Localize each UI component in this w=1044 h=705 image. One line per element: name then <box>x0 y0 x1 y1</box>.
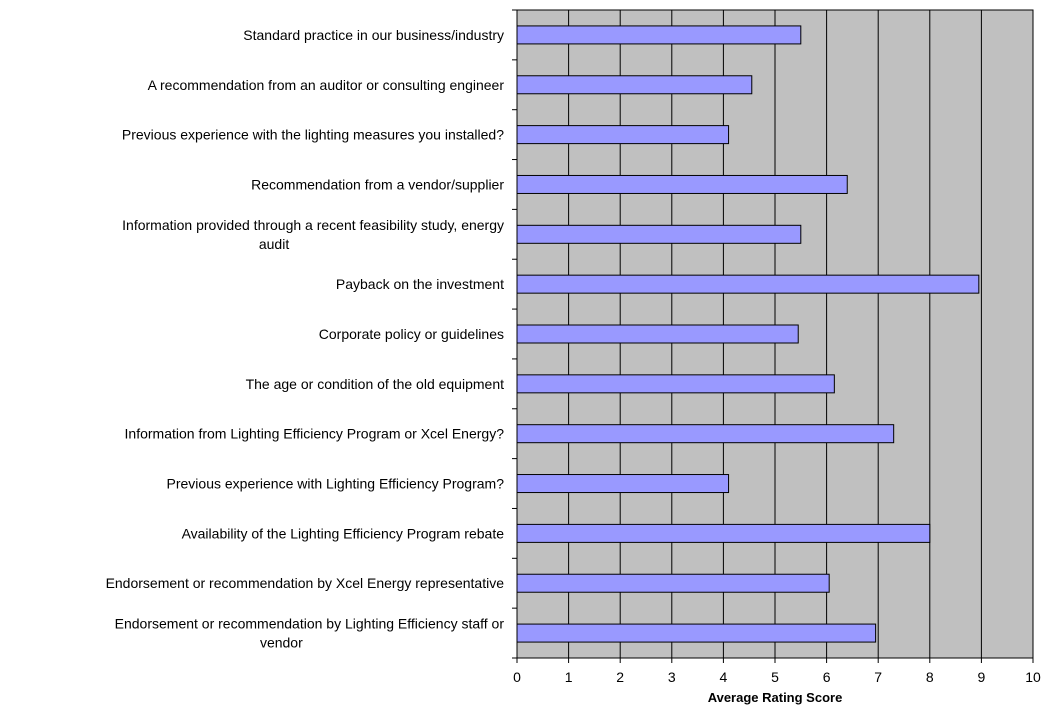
x-tick-label: 9 <box>978 669 986 685</box>
bars <box>516 25 980 643</box>
bar <box>516 523 931 543</box>
bar <box>516 174 848 194</box>
bar <box>516 474 730 494</box>
category-label: Standard practice in our business/indust… <box>243 27 504 43</box>
bar <box>516 75 753 95</box>
x-tick-label: 2 <box>616 669 624 685</box>
x-tick-label: 8 <box>926 669 934 685</box>
category-label: Previous experience with Lighting Effici… <box>167 476 505 492</box>
x-tick-label: 4 <box>720 669 728 685</box>
category-label: Previous experience with the lighting me… <box>122 127 504 143</box>
bar <box>516 274 980 294</box>
x-tick-label: 1 <box>565 669 573 685</box>
category-label: Information provided through a recent fe… <box>122 217 504 233</box>
gridlines <box>568 10 982 658</box>
x-tick-label: 10 <box>1025 669 1041 685</box>
x-tick-label: 3 <box>668 669 676 685</box>
category-label: audit <box>259 236 289 252</box>
x-tick-labels: 0 1 2 3 4 5 6 7 8 9 10 <box>513 669 1041 685</box>
category-label: vendor <box>260 635 303 651</box>
x-axis-title: Average Rating Score <box>708 690 843 705</box>
axes <box>512 9 1034 663</box>
x-tick-label: 0 <box>513 669 521 685</box>
category-label: Endorsement or recommendation by Xcel En… <box>106 575 505 591</box>
category-label: The age or condition of the old equipmen… <box>246 376 505 392</box>
category-label: Information from Lighting Efficiency Pro… <box>125 426 505 442</box>
x-tick-label: 6 <box>823 669 831 685</box>
category-label: Payback on the investment <box>336 276 504 292</box>
category-label: Corporate policy or guidelines <box>319 326 504 342</box>
x-tick-label: 5 <box>771 669 779 685</box>
category-label: Endorsement or recommendation by Lightin… <box>115 616 505 632</box>
category-label: A recommendation from an auditor or cons… <box>148 77 505 93</box>
category-labels: Standard practice in our business/indust… <box>106 27 505 651</box>
bar <box>516 224 802 244</box>
category-label: Recommendation from a vendor/supplier <box>251 176 504 192</box>
bar <box>516 623 877 643</box>
bar <box>516 424 895 444</box>
bar <box>516 25 802 45</box>
bar <box>516 573 830 593</box>
bar <box>516 324 799 344</box>
bar <box>516 374 835 394</box>
x-tick-label: 7 <box>874 669 882 685</box>
category-label: Availability of the Lighting Efficiency … <box>182 525 505 541</box>
bar <box>516 125 730 145</box>
